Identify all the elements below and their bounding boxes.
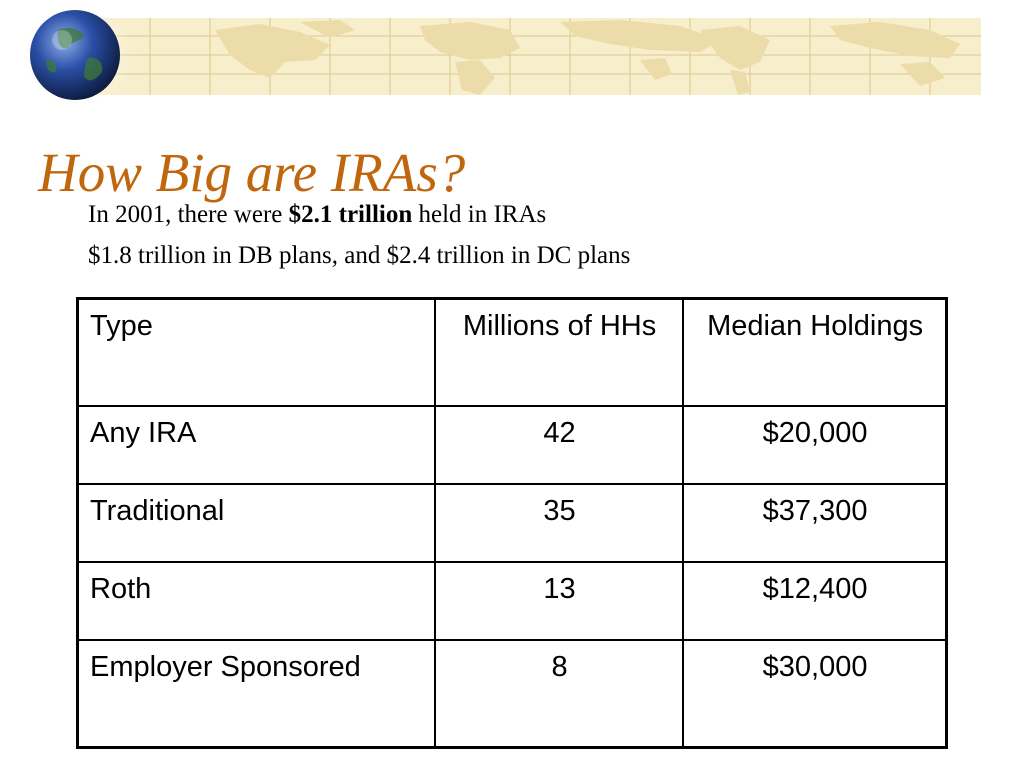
subtitle-plans: $1.8 trillion in DB plans, and $2.4 tril…: [88, 242, 631, 269]
cell-hhs: 8: [433, 638, 685, 749]
cell-type: Traditional: [76, 482, 436, 563]
world-map-banner: [17, 0, 981, 110]
cell-type: Any IRA: [76, 404, 436, 485]
subtitle-ira-total: In 2001, there were $2.1 trillion held i…: [88, 199, 546, 231]
cell-median: $37,300: [682, 482, 948, 563]
cell-median: $12,400: [682, 560, 948, 641]
subtitle-ira-amount: $2.1 trillion: [288, 201, 413, 228]
header-type: Type: [76, 297, 436, 407]
table-row: Any IRA 42 $20,000: [76, 404, 948, 485]
header-median-holdings: Median Holdings: [682, 297, 948, 407]
globe-icon: [30, 10, 120, 100]
table-row: Employer Sponsored 8 $30,000: [76, 638, 948, 749]
subtitle-ira-suffix: held in IRAs: [412, 201, 547, 228]
table-row: Traditional 35 $37,300: [76, 482, 948, 563]
table-header-row: Type Millions of HHs Median Holdings: [76, 297, 948, 407]
slide-title: How Big are IRAs?: [38, 142, 466, 203]
cell-hhs: 35: [433, 482, 685, 563]
cell-hhs: 13: [433, 560, 685, 641]
subtitle-ira-prefix: In 2001, there were: [88, 201, 289, 228]
cell-hhs: 42: [433, 404, 685, 485]
cell-median: $30,000: [682, 638, 948, 749]
cell-median: $20,000: [682, 404, 948, 485]
cell-type: Roth: [76, 560, 436, 641]
cell-type: Employer Sponsored: [76, 638, 436, 749]
ira-table: Type Millions of HHs Median Holdings Any…: [76, 297, 948, 749]
header-millions-hhs: Millions of HHs: [433, 297, 685, 407]
table-row: Roth 13 $12,400: [76, 560, 948, 641]
